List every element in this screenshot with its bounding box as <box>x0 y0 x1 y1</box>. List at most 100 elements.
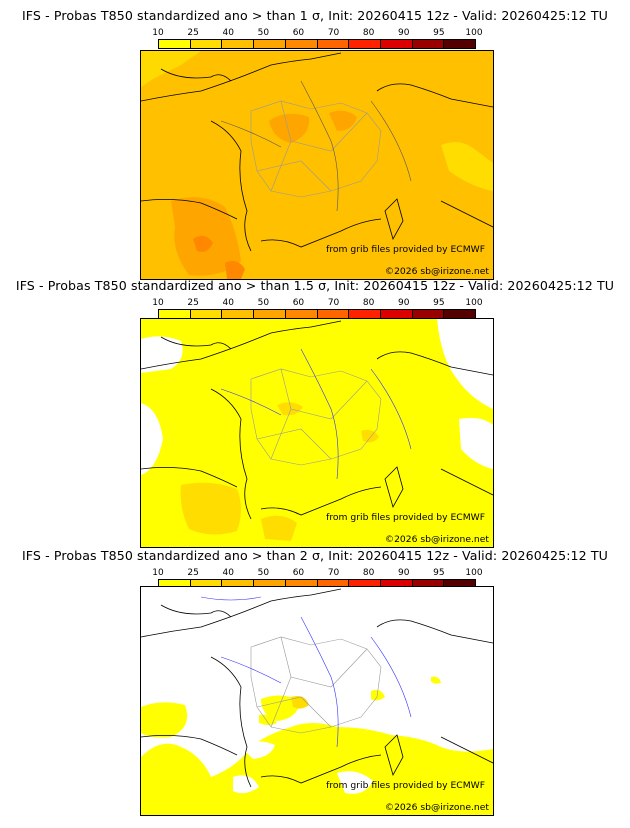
probability-fill-low <box>277 402 303 416</box>
colorbar-swatch <box>285 310 318 318</box>
probability-fill-none <box>337 771 373 794</box>
coastlines <box>141 320 493 520</box>
copyright-credit: ©2026 sb@irizone.net <box>384 534 489 545</box>
rivers <box>200 596 412 748</box>
data-source-credit: from grib files provided by ECMWF <box>326 512 485 523</box>
colorbar-tick-label: 60 <box>292 298 305 308</box>
probability-fill-low <box>441 142 493 191</box>
colorbar-swatch <box>380 580 413 588</box>
colorbar-tick-label: 50 <box>257 28 270 38</box>
colorbar-swatch <box>412 580 445 588</box>
colorbar-tick-label: 100 <box>465 28 483 38</box>
colorbar-swatch <box>159 40 191 48</box>
colorbar-tick-label: 10 <box>152 298 164 308</box>
colorbar-swatch <box>444 580 476 588</box>
colorbar-swatch <box>254 310 286 318</box>
colorbar-tick-label: 90 <box>398 298 410 308</box>
probability-fill-low <box>361 429 379 443</box>
probability-fill-none <box>459 417 493 469</box>
colorbar-swatch <box>317 40 350 48</box>
colorbar-swatch <box>412 310 445 318</box>
probability-fill-high <box>193 235 213 252</box>
colorbar-swatch <box>317 310 350 318</box>
colorbar-swatch <box>349 310 381 318</box>
colorbar-tick-label: 70 <box>327 28 340 38</box>
map-canvas <box>141 51 493 279</box>
colorbar-tick-label: 100 <box>465 568 483 578</box>
colorbar-swatch <box>349 40 381 48</box>
colorbar-swatch <box>254 580 286 588</box>
colorbar-tick-label: 80 <box>362 28 375 38</box>
colorbar-swatch <box>444 310 476 318</box>
map-title: IFS - Probas T850 standardized ano > tha… <box>21 8 608 23</box>
probability-map[interactable]: from grib files provided by ECMWF ©2026 … <box>140 318 494 548</box>
colorbar-swatch <box>190 310 223 318</box>
colorbar-tick-label: 90 <box>398 28 410 38</box>
colorbar-tick-label: 95 <box>433 568 445 578</box>
colorbar-tick-label: 50 <box>257 298 270 308</box>
colorbar-tick-label: 60 <box>292 568 305 578</box>
colorbar-tick-label: 25 <box>187 28 199 38</box>
colorbar-tick-label: 95 <box>433 298 445 308</box>
colorbar-swatch <box>444 40 476 48</box>
colorbar-swatch <box>190 580 223 588</box>
probability-fill-none <box>233 775 259 794</box>
colorbar-swatch <box>285 580 318 588</box>
admin-borders <box>250 100 382 198</box>
probability-map[interactable]: from grib files provided by ECMWF ©2026 … <box>140 586 494 816</box>
colorbar-tick-label: 40 <box>222 28 234 38</box>
data-source-credit: from grib files provided by ECMWF <box>326 780 485 791</box>
colorbar-swatch <box>222 310 255 318</box>
map-panel-1: IFS - Probas T850 standardized ano > tha… <box>0 8 630 280</box>
colorbar-tick-label: 60 <box>292 28 305 38</box>
probability-fill-low <box>141 51 201 87</box>
colorbar: 10 25 40 50 60 70 80 90 95 100 <box>152 28 483 50</box>
colorbar-tick-label: 95 <box>433 28 445 38</box>
coastlines <box>141 588 493 788</box>
map-title: IFS - Probas T850 standardized ano > tha… <box>21 548 608 563</box>
rivers <box>220 348 412 480</box>
probability-fill-low <box>261 515 297 541</box>
probability-fill-low <box>371 689 385 701</box>
map-title: IFS - Probas T850 standardized ano > tha… <box>15 278 615 293</box>
probability-fill-low <box>261 695 301 721</box>
colorbar-tick-label: 10 <box>152 568 164 578</box>
map-canvas <box>141 587 493 815</box>
colorbar-tick-label: 80 <box>362 568 375 578</box>
map-canvas <box>141 319 493 547</box>
rivers <box>220 80 412 212</box>
colorbar-tick-label: 80 <box>362 298 375 308</box>
map-panel-3: IFS - Probas T850 standardized ano > tha… <box>0 548 630 818</box>
data-source-credit: from grib files provided by ECMWF <box>326 244 485 255</box>
probability-fill-none <box>437 319 493 409</box>
colorbar-tick-label: 70 <box>327 568 340 578</box>
coastlines <box>141 52 493 252</box>
copyright-credit: ©2026 sb@irizone.net <box>384 802 489 813</box>
colorbar-labels: 10 25 40 50 60 70 80 90 95 100 <box>152 28 482 39</box>
probability-fill-low <box>259 714 277 725</box>
colorbar-labels: 10 25 40 50 60 70 80 90 95 100 <box>152 568 482 579</box>
colorbar-tick-label: 100 <box>465 298 483 308</box>
colorbar-swatch <box>222 40 255 48</box>
probability-fill-low <box>141 702 188 738</box>
colorbar-swatch <box>349 580 381 588</box>
colorbar-tick-label: 25 <box>187 298 199 308</box>
probability-fill-high <box>171 197 241 276</box>
colorbar-tick-label: 50 <box>257 568 270 578</box>
colorbar-tick-label: 10 <box>152 28 164 38</box>
colorbar-tick-label: 25 <box>187 568 199 578</box>
colorbar-swatch <box>254 40 286 48</box>
colorbar-swatch <box>412 40 445 48</box>
probability-fill-high <box>269 113 310 143</box>
colorbar-swatch <box>159 580 191 588</box>
probability-fill-low <box>431 676 441 684</box>
map-panel-2: IFS - Probas T850 standardized ano > tha… <box>0 278 630 548</box>
probability-fill-none <box>141 403 163 475</box>
colorbar-tick-label: 40 <box>222 568 234 578</box>
admin-borders <box>250 368 382 466</box>
probability-map[interactable]: from grib files provided by ECMWF ©2026 … <box>140 50 494 280</box>
probability-fill-mid <box>341 51 461 81</box>
colorbar: 10 25 40 50 60 70 80 90 95 100 <box>152 298 483 320</box>
probability-fill-high <box>225 261 245 279</box>
colorbar-swatch <box>317 580 350 588</box>
